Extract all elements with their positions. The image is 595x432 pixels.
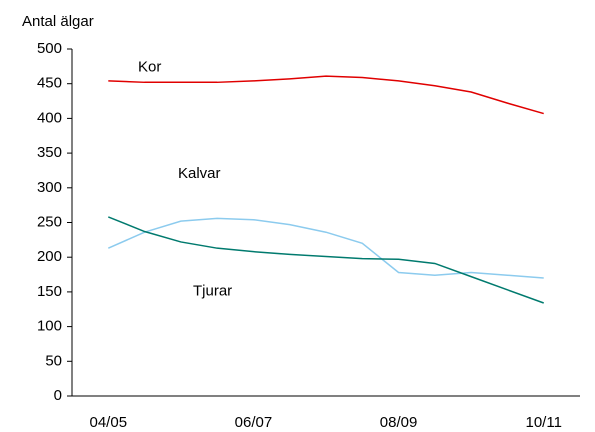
y-axis-label: Antal älgar: [22, 13, 94, 30]
series-label: Kalvar: [178, 165, 221, 182]
y-tick-label: 400: [37, 109, 62, 126]
y-tick-label: 500: [37, 40, 62, 57]
series-line: [108, 75, 544, 115]
y-tick-label: 450: [37, 75, 62, 92]
series-label: Kor: [138, 58, 161, 75]
y-tick-label: 0: [54, 387, 62, 404]
y-tick-label: 300: [37, 179, 62, 196]
series-label: Tjurar: [193, 282, 232, 299]
x-tick-label: 06/07: [235, 414, 273, 431]
y-tick-label: 250: [37, 213, 62, 230]
x-tick-label: 04/05: [90, 414, 128, 431]
y-tick-label: 200: [37, 248, 62, 265]
y-tick-label: 150: [37, 283, 62, 300]
series-line: [108, 216, 544, 304]
y-tick-label: 50: [45, 352, 62, 369]
y-tick-label: 100: [37, 318, 62, 335]
x-tick-label: 10/11: [525, 414, 561, 431]
y-tick-label: 350: [37, 144, 62, 161]
x-tick-label: 08/09: [380, 414, 418, 431]
series-line: [107, 217, 544, 279]
